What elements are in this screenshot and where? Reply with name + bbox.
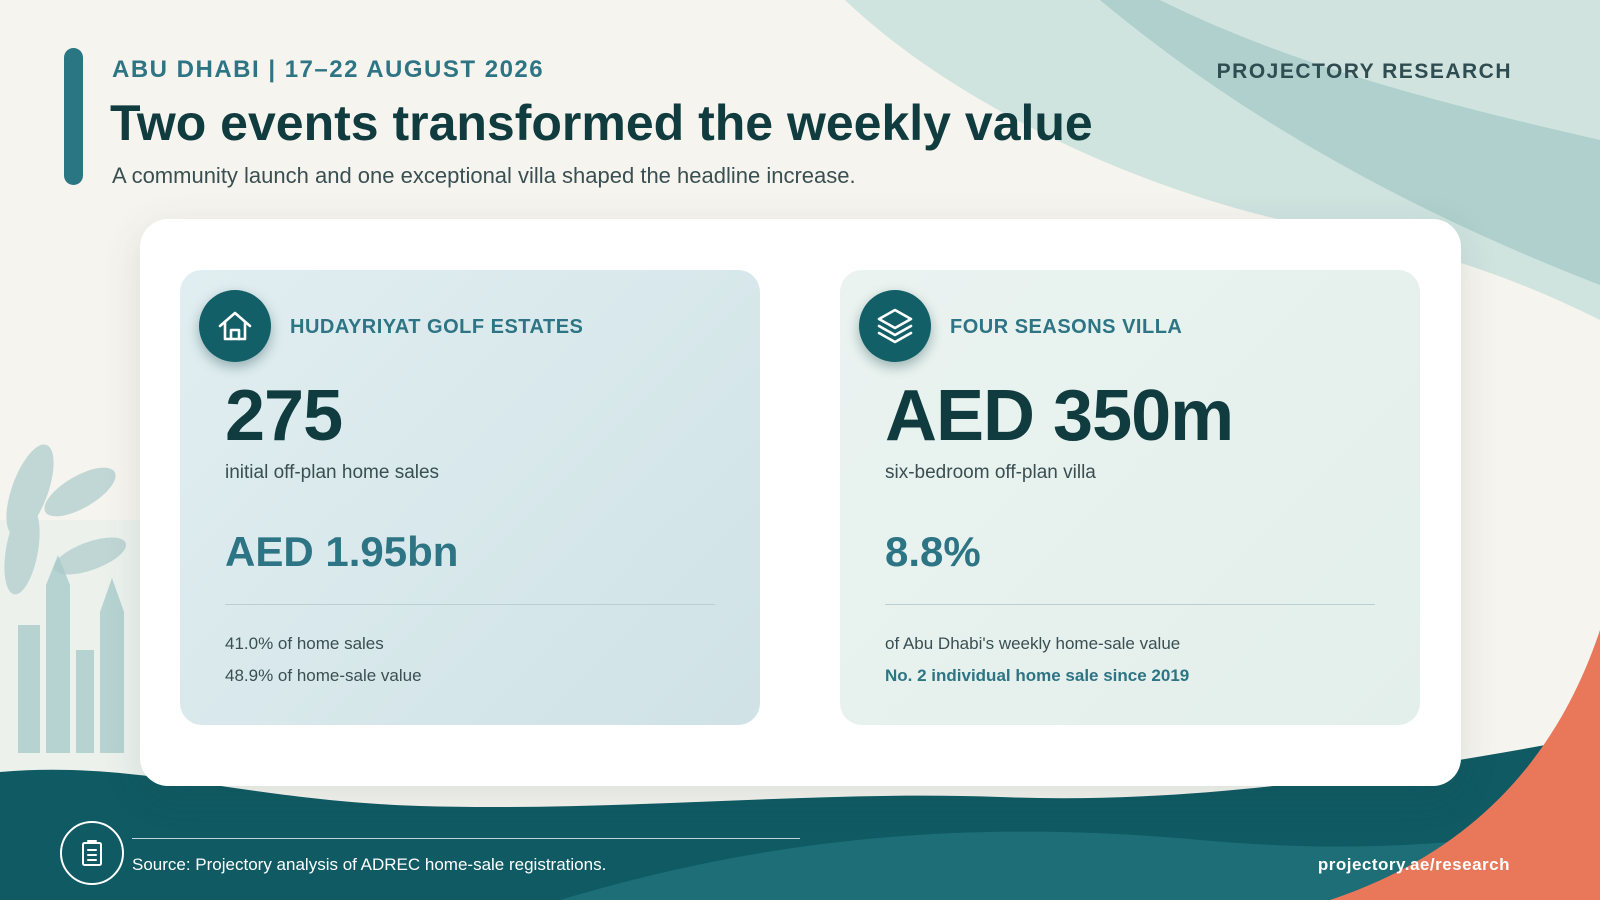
big-number: 275 [225, 376, 343, 456]
document-icon [60, 821, 124, 885]
footer-divider [132, 838, 800, 839]
note-line-1: of Abu Dhabi's weekly home-sale value [885, 634, 1181, 653]
divider [885, 604, 1375, 605]
brand-name: PROJECTORY RESEARCH [1216, 60, 1512, 83]
big-number-caption: six-bedroom off-plan villa [885, 462, 1096, 483]
source-note: Source: Projectory analysis of ADREC hom… [132, 855, 607, 874]
leaf-illustration [4, 444, 127, 595]
secondary-value: 8.8% [885, 528, 981, 575]
big-number: AED 350m [885, 376, 1234, 456]
bottom-wave-mid [560, 820, 1600, 900]
card-label: HUDAYRIYAT GOLF ESTATES [290, 316, 584, 338]
four-seasons-card: FOUR SEASONS VILLA AED 350m six-bedroom … [840, 270, 1420, 725]
main-panel: HUDAYRIYAT GOLF ESTATES 275 initial off-… [140, 219, 1461, 786]
page-title: Two events transformed the weekly value [110, 95, 1093, 151]
house-icon [199, 290, 271, 362]
note-line-2-highlight: No. 2 individual home sale since 2019 [885, 666, 1190, 685]
card-label: FOUR SEASONS VILLA [950, 316, 1183, 338]
divider [225, 604, 715, 605]
note-line-2: 48.9% of home-sale value [225, 666, 422, 685]
hudayriyat-card: HUDAYRIYAT GOLF ESTATES 275 initial off-… [180, 270, 760, 725]
research-url[interactable]: projectory.ae/research [1317, 855, 1510, 874]
layers-icon [859, 290, 931, 362]
top-right-wave-pale [1160, 0, 1600, 140]
coral-wave [1330, 630, 1600, 900]
skyline-illustration [18, 555, 124, 753]
location-date-eyebrow: ABU DHABI | 17–22 AUGUST 2026 [112, 56, 545, 83]
page-subtitle: A community launch and one exceptional v… [112, 163, 856, 188]
secondary-value: AED 1.95bn [225, 528, 459, 575]
note-line-1: 41.0% of home sales [225, 634, 384, 653]
big-number-caption: initial off-plan home sales [225, 462, 440, 483]
title-accent-bar [64, 48, 83, 185]
